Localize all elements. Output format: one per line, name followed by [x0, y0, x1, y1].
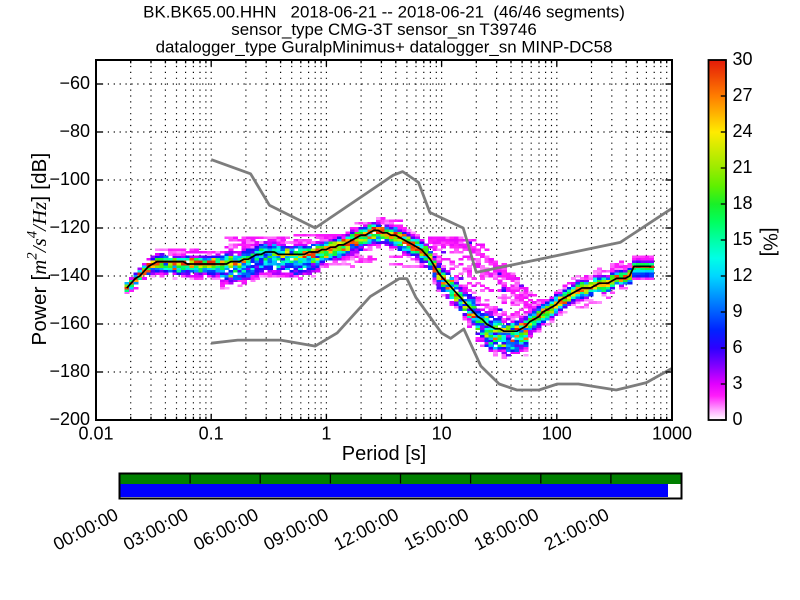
- svg-text:−80: −80: [59, 121, 90, 141]
- svg-text:Period [s]: Period [s]: [342, 443, 426, 465]
- svg-text:12: 12: [733, 265, 753, 285]
- svg-text:21: 21: [733, 157, 753, 177]
- svg-text:−140: −140: [49, 265, 90, 285]
- svg-text:10: 10: [432, 424, 452, 444]
- svg-text:30: 30: [733, 49, 753, 69]
- svg-text:15: 15: [733, 229, 753, 249]
- svg-text:1000: 1000: [652, 424, 692, 444]
- svg-text:24: 24: [733, 121, 753, 141]
- svg-text:0.1: 0.1: [199, 424, 224, 444]
- svg-text:−160: −160: [49, 313, 90, 333]
- svg-text:0: 0: [733, 409, 743, 429]
- svg-text:−60: −60: [59, 73, 90, 93]
- svg-text:sensor_type CMG-3T sensor_sn T: sensor_type CMG-3T sensor_sn T39746: [231, 20, 536, 39]
- svg-text:−180: −180: [49, 361, 90, 381]
- svg-text:6: 6: [733, 337, 743, 357]
- svg-text:3: 3: [733, 373, 743, 393]
- svg-text:−120: −120: [49, 217, 90, 237]
- svg-text:datalogger_type GuralpMinimus+: datalogger_type GuralpMinimus+ datalogge…: [156, 38, 613, 57]
- svg-text:0.01: 0.01: [78, 424, 113, 444]
- svg-text:100: 100: [542, 424, 572, 444]
- svg-text:BK.BK65.00.HHN 2018-06-21 --: BK.BK65.00.HHN 2018-06-21 -- 2018-06-21 …: [143, 3, 625, 22]
- svg-text:18: 18: [733, 193, 753, 213]
- svg-text:[%]: [%]: [759, 228, 781, 257]
- svg-text:27: 27: [733, 85, 753, 105]
- svg-text:−100: −100: [49, 169, 90, 189]
- svg-text:9: 9: [733, 301, 743, 321]
- svg-text:Power [m2/s4/Hz] [dB]: Power [m2/s4/Hz] [dB]: [25, 153, 52, 346]
- svg-text:−200: −200: [49, 409, 90, 429]
- svg-text:1: 1: [321, 424, 331, 444]
